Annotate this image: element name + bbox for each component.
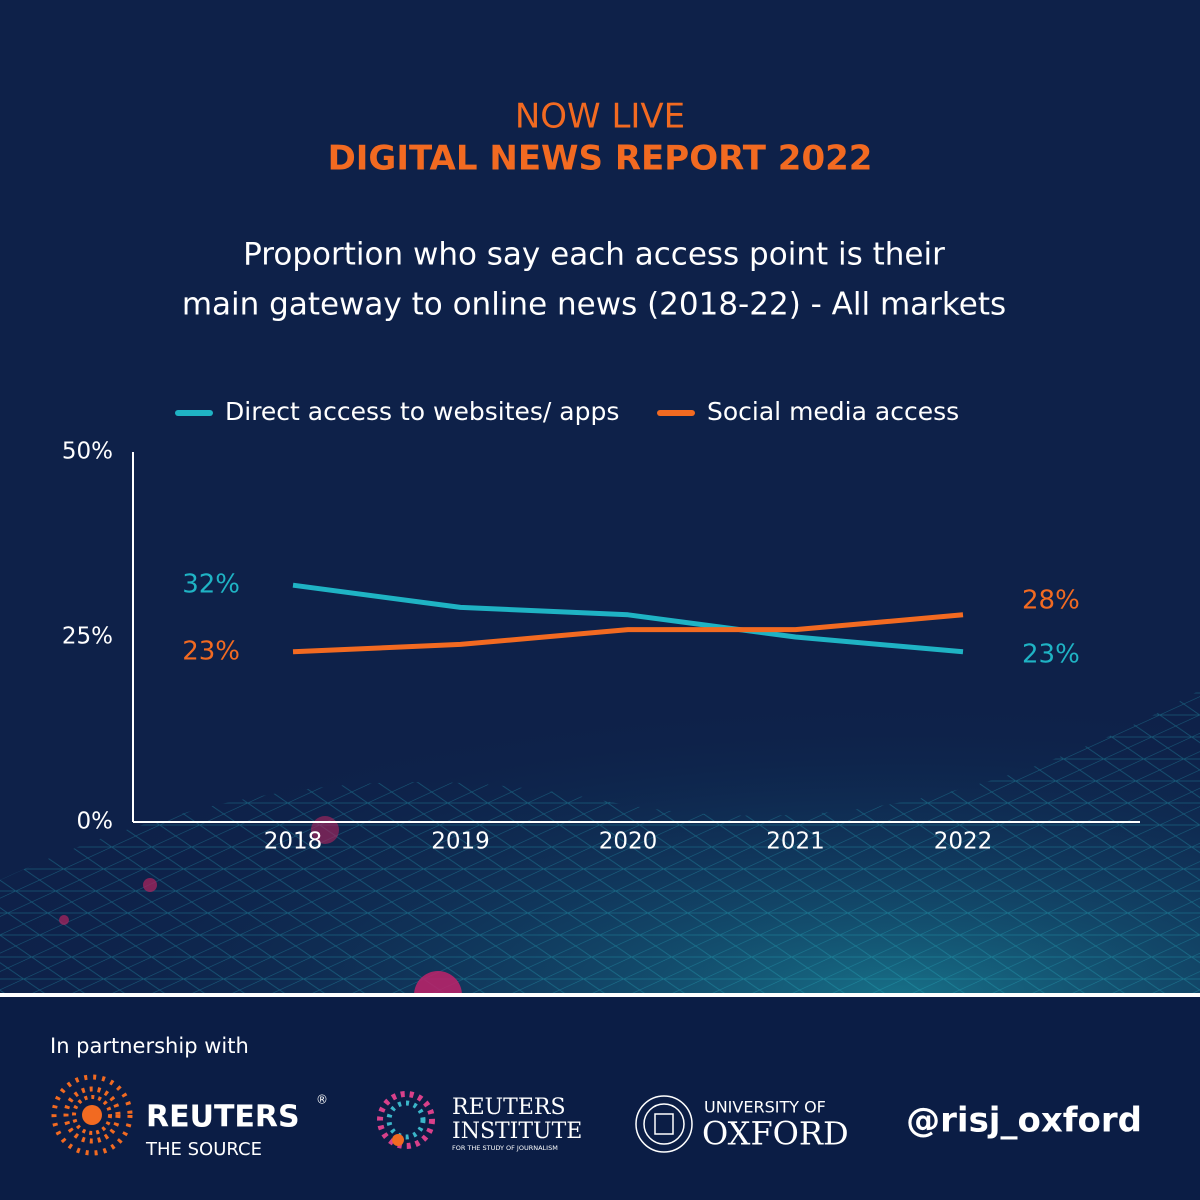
x-tick-label: 2020	[599, 829, 658, 855]
divider	[0, 993, 1200, 997]
institute-tagline: FOR THE STUDY OF JOURNALISM	[452, 1144, 558, 1152]
x-tick-label: 2022	[934, 829, 993, 855]
oxford-crest	[635, 1095, 693, 1153]
y-tick-label: 0%	[77, 809, 114, 835]
x-tick-label: 2019	[431, 829, 490, 855]
series-line	[292, 612, 964, 655]
decor-dot	[143, 878, 157, 892]
partnership-label: In partnership with	[50, 1034, 249, 1058]
chart-subtitle: main gateway to online news (2018-22) - …	[182, 287, 1006, 323]
institute-line1: REUTERS	[452, 1095, 566, 1120]
legend-label: Social media access	[707, 397, 959, 426]
x-tick-label: 2018	[264, 829, 323, 855]
legend-label: Direct access to websites/ apps	[225, 397, 619, 426]
y-tick-label: 50%	[62, 439, 113, 465]
chart-title: DIGITAL NEWS REPORT 2022	[328, 139, 873, 179]
data-label: 23%	[182, 636, 240, 666]
y-tick-label: 25%	[62, 624, 113, 650]
chart-subtitle: Proportion who say each access point is …	[243, 237, 945, 273]
institute-logo-mark	[377, 1091, 435, 1149]
oxford-line1: UNIVERSITY OF	[704, 1098, 826, 1117]
data-label: 32%	[182, 570, 240, 600]
reuters-tagline: THE SOURCE	[145, 1139, 262, 1160]
data-label: 28%	[1022, 585, 1080, 615]
kicker: NOW LIVE	[515, 97, 685, 137]
social-handle: @risj_oxford	[906, 1101, 1142, 1141]
oxford-line2: OXFORD	[702, 1115, 849, 1153]
data-label: 23%	[1022, 639, 1080, 669]
institute-line2: INSTITUTE	[452, 1119, 582, 1144]
footer-background	[0, 997, 1200, 1200]
decor-dot	[59, 915, 69, 925]
x-tick-label: 2021	[766, 829, 825, 855]
series-line	[292, 582, 964, 655]
reuters-name: REUTERS	[146, 1100, 300, 1135]
background-mesh	[0, 690, 1200, 995]
reuters-registered: ®	[316, 1093, 328, 1107]
reuters-logo-mark	[51, 1074, 133, 1156]
